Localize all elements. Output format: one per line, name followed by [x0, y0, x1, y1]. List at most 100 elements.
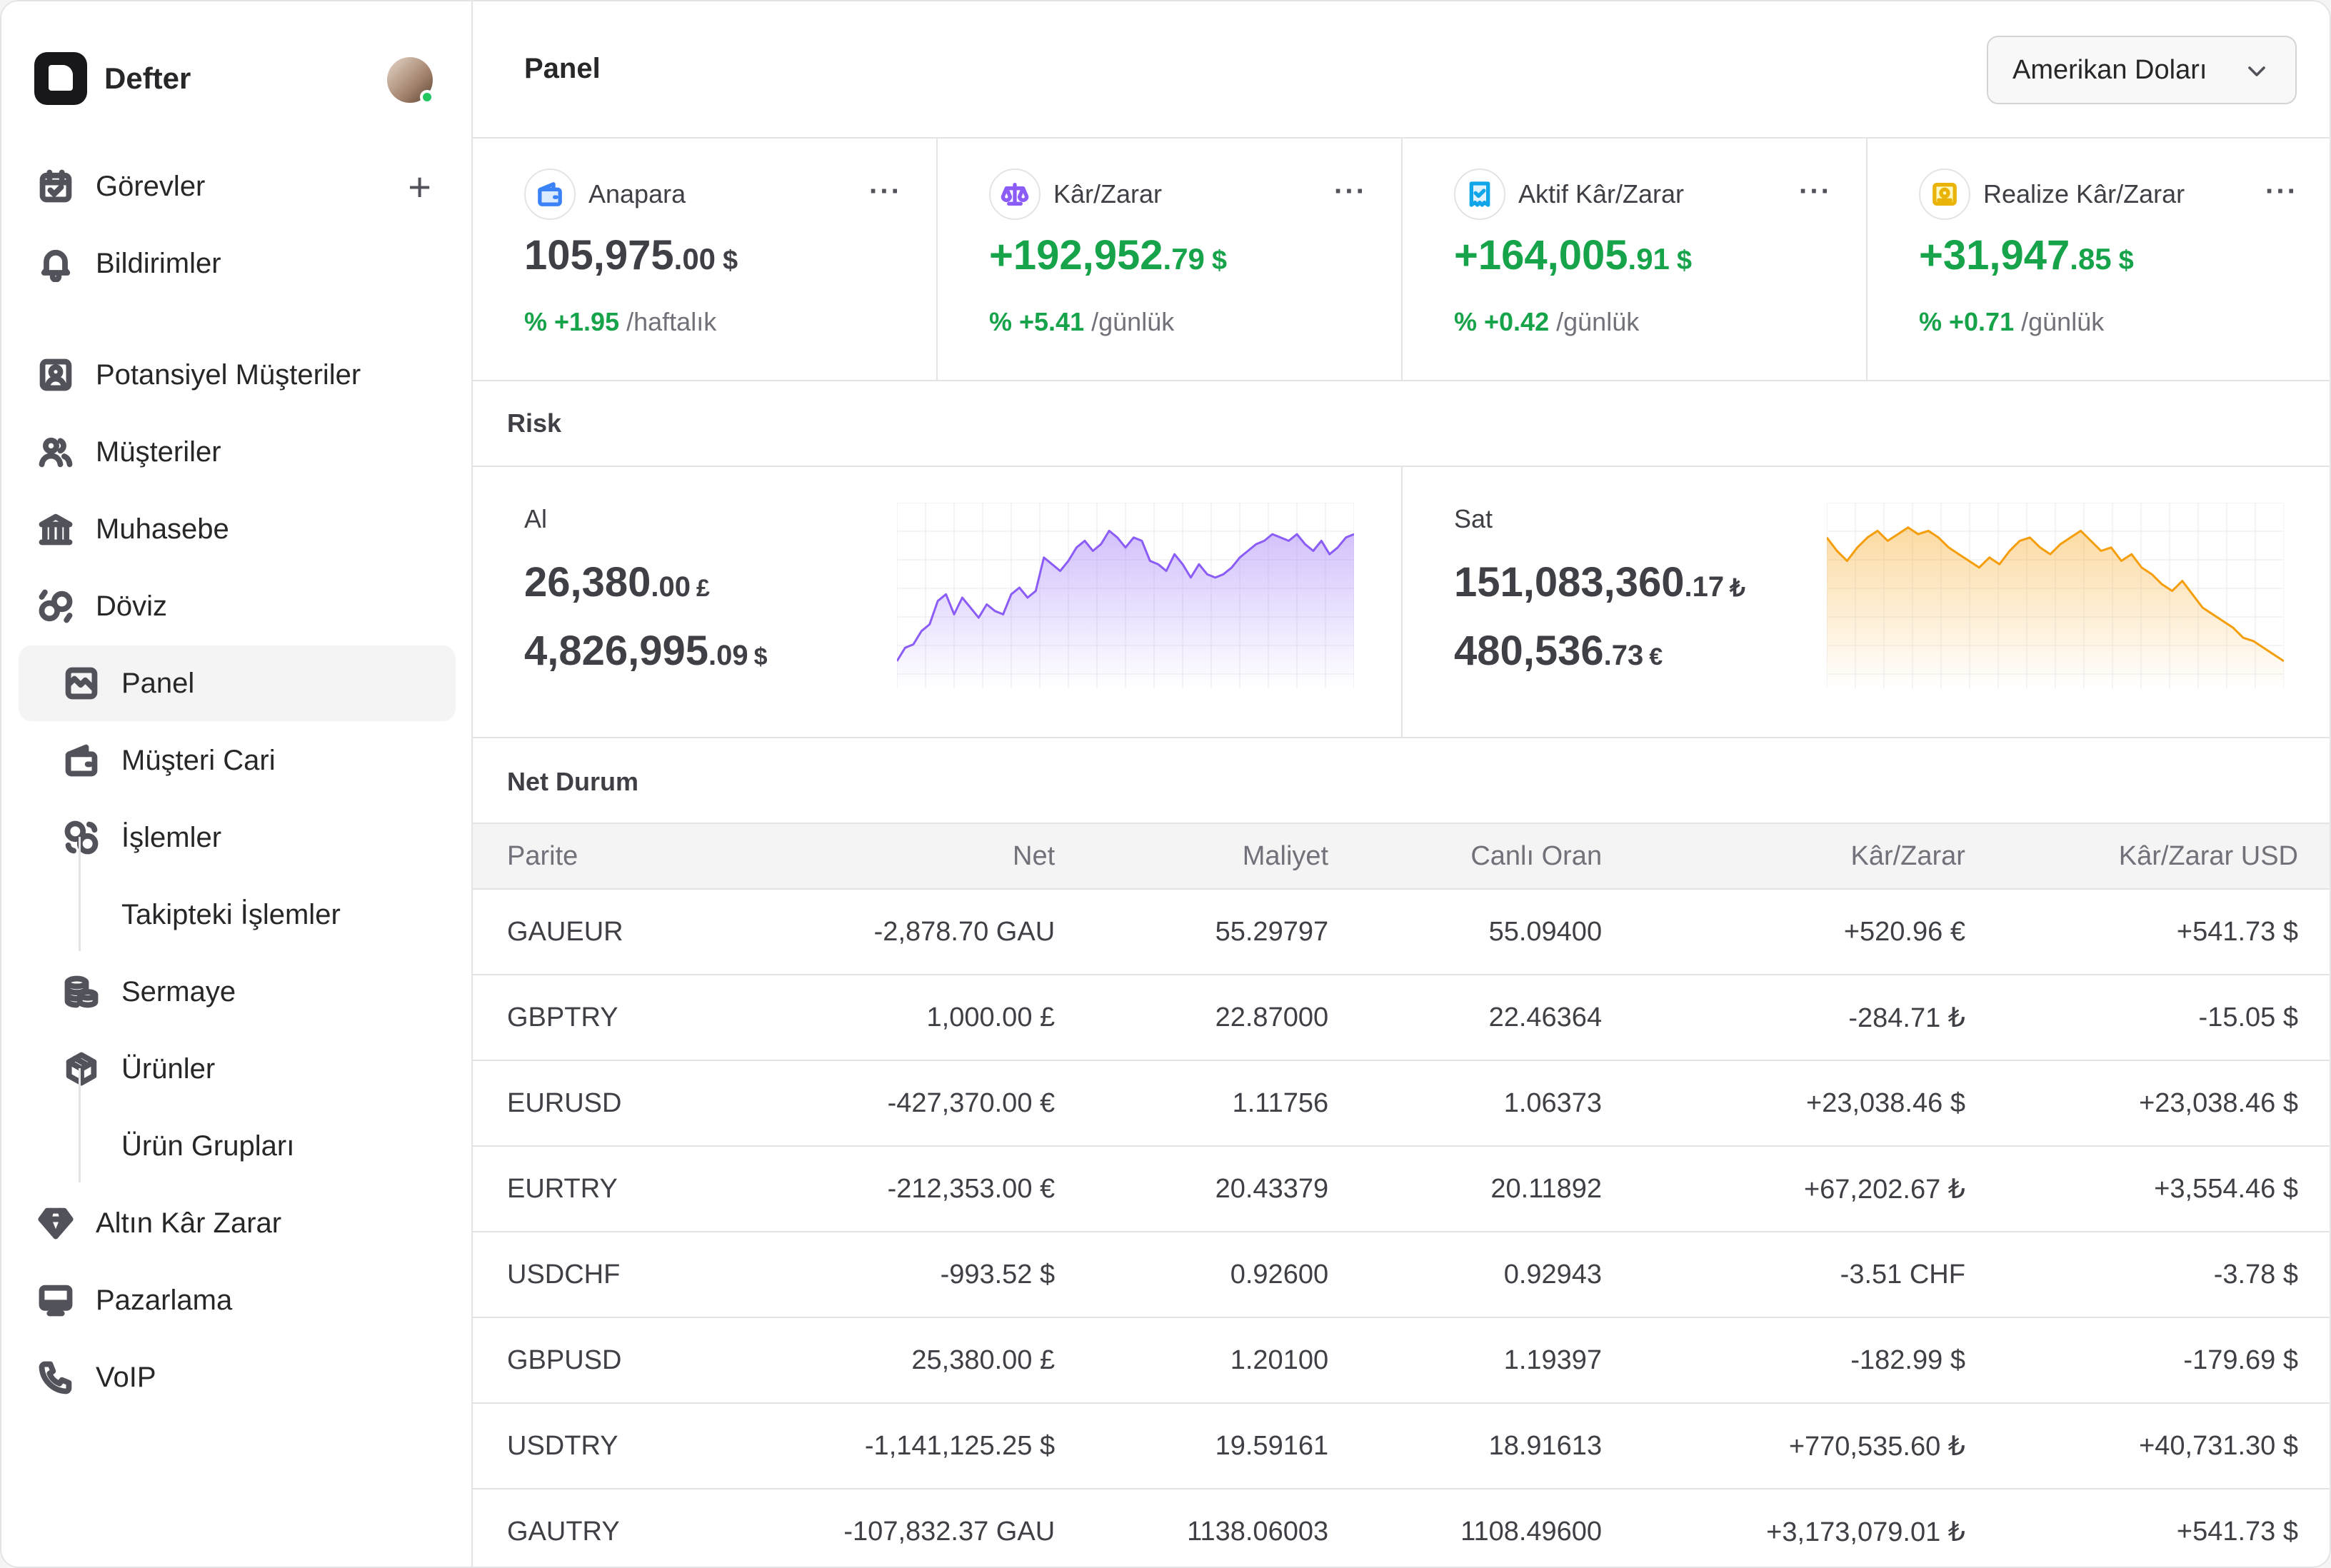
more-options-button[interactable]: ··· [1799, 176, 1832, 207]
sparkline-line [897, 529, 1354, 662]
table-cell-cost: 55.29797 [1089, 889, 1363, 975]
table-row[interactable]: EURTRY -212,353.00 €20.43379 20.11892 +67,2… [473, 1146, 2330, 1232]
sidebar-item-label: Müşteri Cari [121, 744, 276, 776]
diamond-icon [37, 1205, 74, 1242]
stat-label: Realize Kâr/Zarar [1983, 179, 2185, 208]
table-cell-pair: GBPUSD [473, 1317, 707, 1404]
table-row[interactable]: GAUTRY -107,832.37 GAU 1138.06003 1108.4960… [473, 1489, 2330, 1567]
sidebar-item-urun-gruplari[interactable]: Ürün Grupları [19, 1108, 456, 1184]
stat-card-realize-kar-zarar: Realize Kâr/Zarar ··· +31,947.85 $ % +0.7… [1868, 139, 2330, 380]
table-cell-pl: +23,038.46 $ [1636, 1060, 2000, 1147]
column-header[interactable]: Parite [473, 823, 707, 890]
sparkline-line [1827, 526, 2284, 663]
table-row[interactable]: GBPTRY 1,000.00 £22.87000 22.46364 -284.71 … [473, 975, 2330, 1061]
table-cell-net: 1,000.00 £ [706, 975, 1090, 1061]
table-cell-pair: GBPTRY [473, 975, 707, 1061]
contact-card-icon [37, 356, 74, 393]
table-cell-pl-usd: +541.73 $ [1999, 889, 2330, 975]
table-cell-rate: 1108.49600 [1363, 1489, 1637, 1567]
risk-value-primary: 151,083,360.17 ₺ [1454, 559, 1745, 605]
table-cell-rate: 20.11892 [1363, 1146, 1637, 1232]
stat-card-aktif-kar-zarar: Aktif Kâr/Zarar ··· +164,005.91 $ % +0.42… [1403, 139, 1868, 380]
main-content: Panel Amerikan Doları Anapara ··· 105,97… [473, 1, 2330, 1567]
page-title: Panel [524, 53, 601, 84]
brand-name: Defter [104, 61, 191, 95]
risk-value-primary: 26,380.00 £ [524, 559, 710, 605]
table-cell-pl-usd: +541.73 $ [1999, 1489, 2330, 1567]
table-body: GAUEUR -2,878.70 GAU 55.29797 55.09400 +520.… [473, 889, 2330, 1567]
column-header[interactable]: Kâr/Zarar USD [1999, 823, 2330, 890]
stat-card-kar-zarar: Kâr/Zarar ··· +192,952.79 $ % +5.41 /günl… [938, 139, 1403, 380]
table-row[interactable]: USDTRY -1,141,125.25 $19.59161 18.91613 +77… [473, 1403, 2330, 1489]
table-cell-cost: 1.20100 [1089, 1317, 1363, 1404]
table-cell-pl-usd: -3.78 $ [1999, 1232, 2330, 1318]
currency-select[interactable]: Amerikan Doları [1987, 36, 2297, 104]
table-cell-pair: EURUSD [473, 1060, 707, 1147]
table-row[interactable]: EURUSD -427,370.00 €1.11756 1.06373 +23,038… [473, 1060, 2330, 1147]
sidebar-item-urunler[interactable]: Ürünler [19, 1031, 456, 1107]
sidebar-item-musteriler[interactable]: Müşteriler [19, 414, 456, 490]
sidebar-item-takipteki-islemler[interactable]: Takipteki İşlemler [19, 877, 456, 953]
stat-label: Anapara [588, 179, 686, 208]
stat-value: +164,005.91 $ [1454, 232, 1693, 278]
sidebar-item-panel[interactable]: Panel [19, 645, 456, 721]
table-cell-pl: +3,173,079.01 ₺ [1636, 1489, 2000, 1567]
table-cell-pl: -3.51 CHF [1636, 1232, 2000, 1318]
table-row[interactable]: GAUEUR -2,878.70 GAU 55.29797 55.09400 +520.… [473, 889, 2330, 975]
net-section-header: Net Durum [473, 738, 2330, 824]
sidebar-item-pazarlama[interactable]: Pazarlama [19, 1262, 456, 1338]
table-cell-cost: 0.92600 [1089, 1232, 1363, 1318]
table-cell-pl-usd: +3,554.46 $ [1999, 1146, 2330, 1232]
table-row[interactable]: USDCHF -993.52 $0.92600 0.92943 -3.51 CHF -3… [473, 1232, 2330, 1318]
cash-icon [1919, 169, 1970, 220]
risk-label: Sat [1454, 504, 1493, 533]
sidebar-item-voip[interactable]: VoIP [19, 1340, 456, 1415]
column-header[interactable]: Net [706, 823, 1090, 890]
column-header[interactable]: Canlı Oran [1363, 823, 1637, 890]
sidebar-item-islemler[interactable]: İşlemler [19, 800, 456, 875]
table-cell-cost: 20.43379 [1089, 1146, 1363, 1232]
table-row[interactable]: GBPUSD 25,380.00 £1.20100 1.19397 -182.99 $… [473, 1317, 2330, 1404]
table-cell-pl: +770,535.60 ₺ [1636, 1403, 2000, 1489]
tree-line [79, 1068, 81, 1182]
sparkline-area [897, 531, 1354, 688]
monitor-icon [37, 1282, 74, 1319]
section-title-risk: Risk [507, 408, 562, 438]
table-cell-pair: GAUTRY [473, 1489, 707, 1567]
table-cell-net: -427,370.00 € [706, 1060, 1090, 1147]
stat-value: +31,947.85 $ [1919, 232, 2134, 278]
risk-value-secondary: 4,826,995.09 $ [524, 628, 768, 674]
stats-row: Anapara ··· 105,975.00 $ % +1.95 /haftalı… [473, 139, 2330, 381]
table-cell-rate: 1.06373 [1363, 1060, 1637, 1147]
sidebar-item-muhasebe[interactable]: Muhasebe [19, 491, 456, 567]
sidebar-item-potansiyel-musteriler[interactable]: Potansiyel Müşteriler [19, 337, 456, 413]
sidebar-item-label: Döviz [96, 590, 168, 622]
wallet-icon [63, 742, 100, 779]
sidebar-item-musteri-cari[interactable]: Müşteri Cari [19, 723, 456, 798]
table-header-row: Parite Net Maliyet Canlı Oran Kâr/Zarar … [473, 823, 2330, 890]
phone-icon [37, 1359, 74, 1396]
brand[interactable]: Defter [34, 51, 191, 106]
sidebar-item-bildirimler[interactable]: Bildirimler [19, 226, 456, 301]
column-header[interactable]: Kâr/Zarar [1636, 823, 2000, 890]
chevron-down-icon [2242, 57, 2271, 93]
buy-sparkline-chart [897, 503, 1354, 688]
avatar[interactable] [387, 57, 434, 104]
table-cell-net: -107,832.37 GAU [706, 1489, 1090, 1567]
sidebar-item-altin-kar-zarar[interactable]: Altın Kâr Zarar [19, 1185, 456, 1261]
sidebar-item-doviz[interactable]: Döviz [19, 568, 456, 644]
table-cell-net: 25,380.00 £ [706, 1317, 1090, 1404]
add-task-button[interactable]: + [408, 164, 431, 209]
net-position-table: Parite Net Maliyet Canlı Oran Kâr/Zarar … [473, 823, 2330, 1567]
sidebar-item-label: VoIP [96, 1361, 156, 1393]
sidebar-item-gorevler[interactable]: Görevler + [19, 149, 456, 224]
sidebar-item-sermaye[interactable]: Sermaye [19, 954, 456, 1030]
stat-change: % +1.95 /haftalık [524, 307, 717, 336]
more-options-button[interactable]: ··· [1334, 176, 1367, 207]
more-options-button[interactable]: ··· [869, 176, 902, 207]
table-cell-net: -2,878.70 GAU [706, 889, 1090, 975]
more-options-button[interactable]: ··· [2265, 176, 2298, 207]
column-header[interactable]: Maliyet [1089, 823, 1363, 890]
sidebar-item-label: Pazarlama [96, 1284, 233, 1316]
coin-stack-icon [63, 973, 100, 1010]
